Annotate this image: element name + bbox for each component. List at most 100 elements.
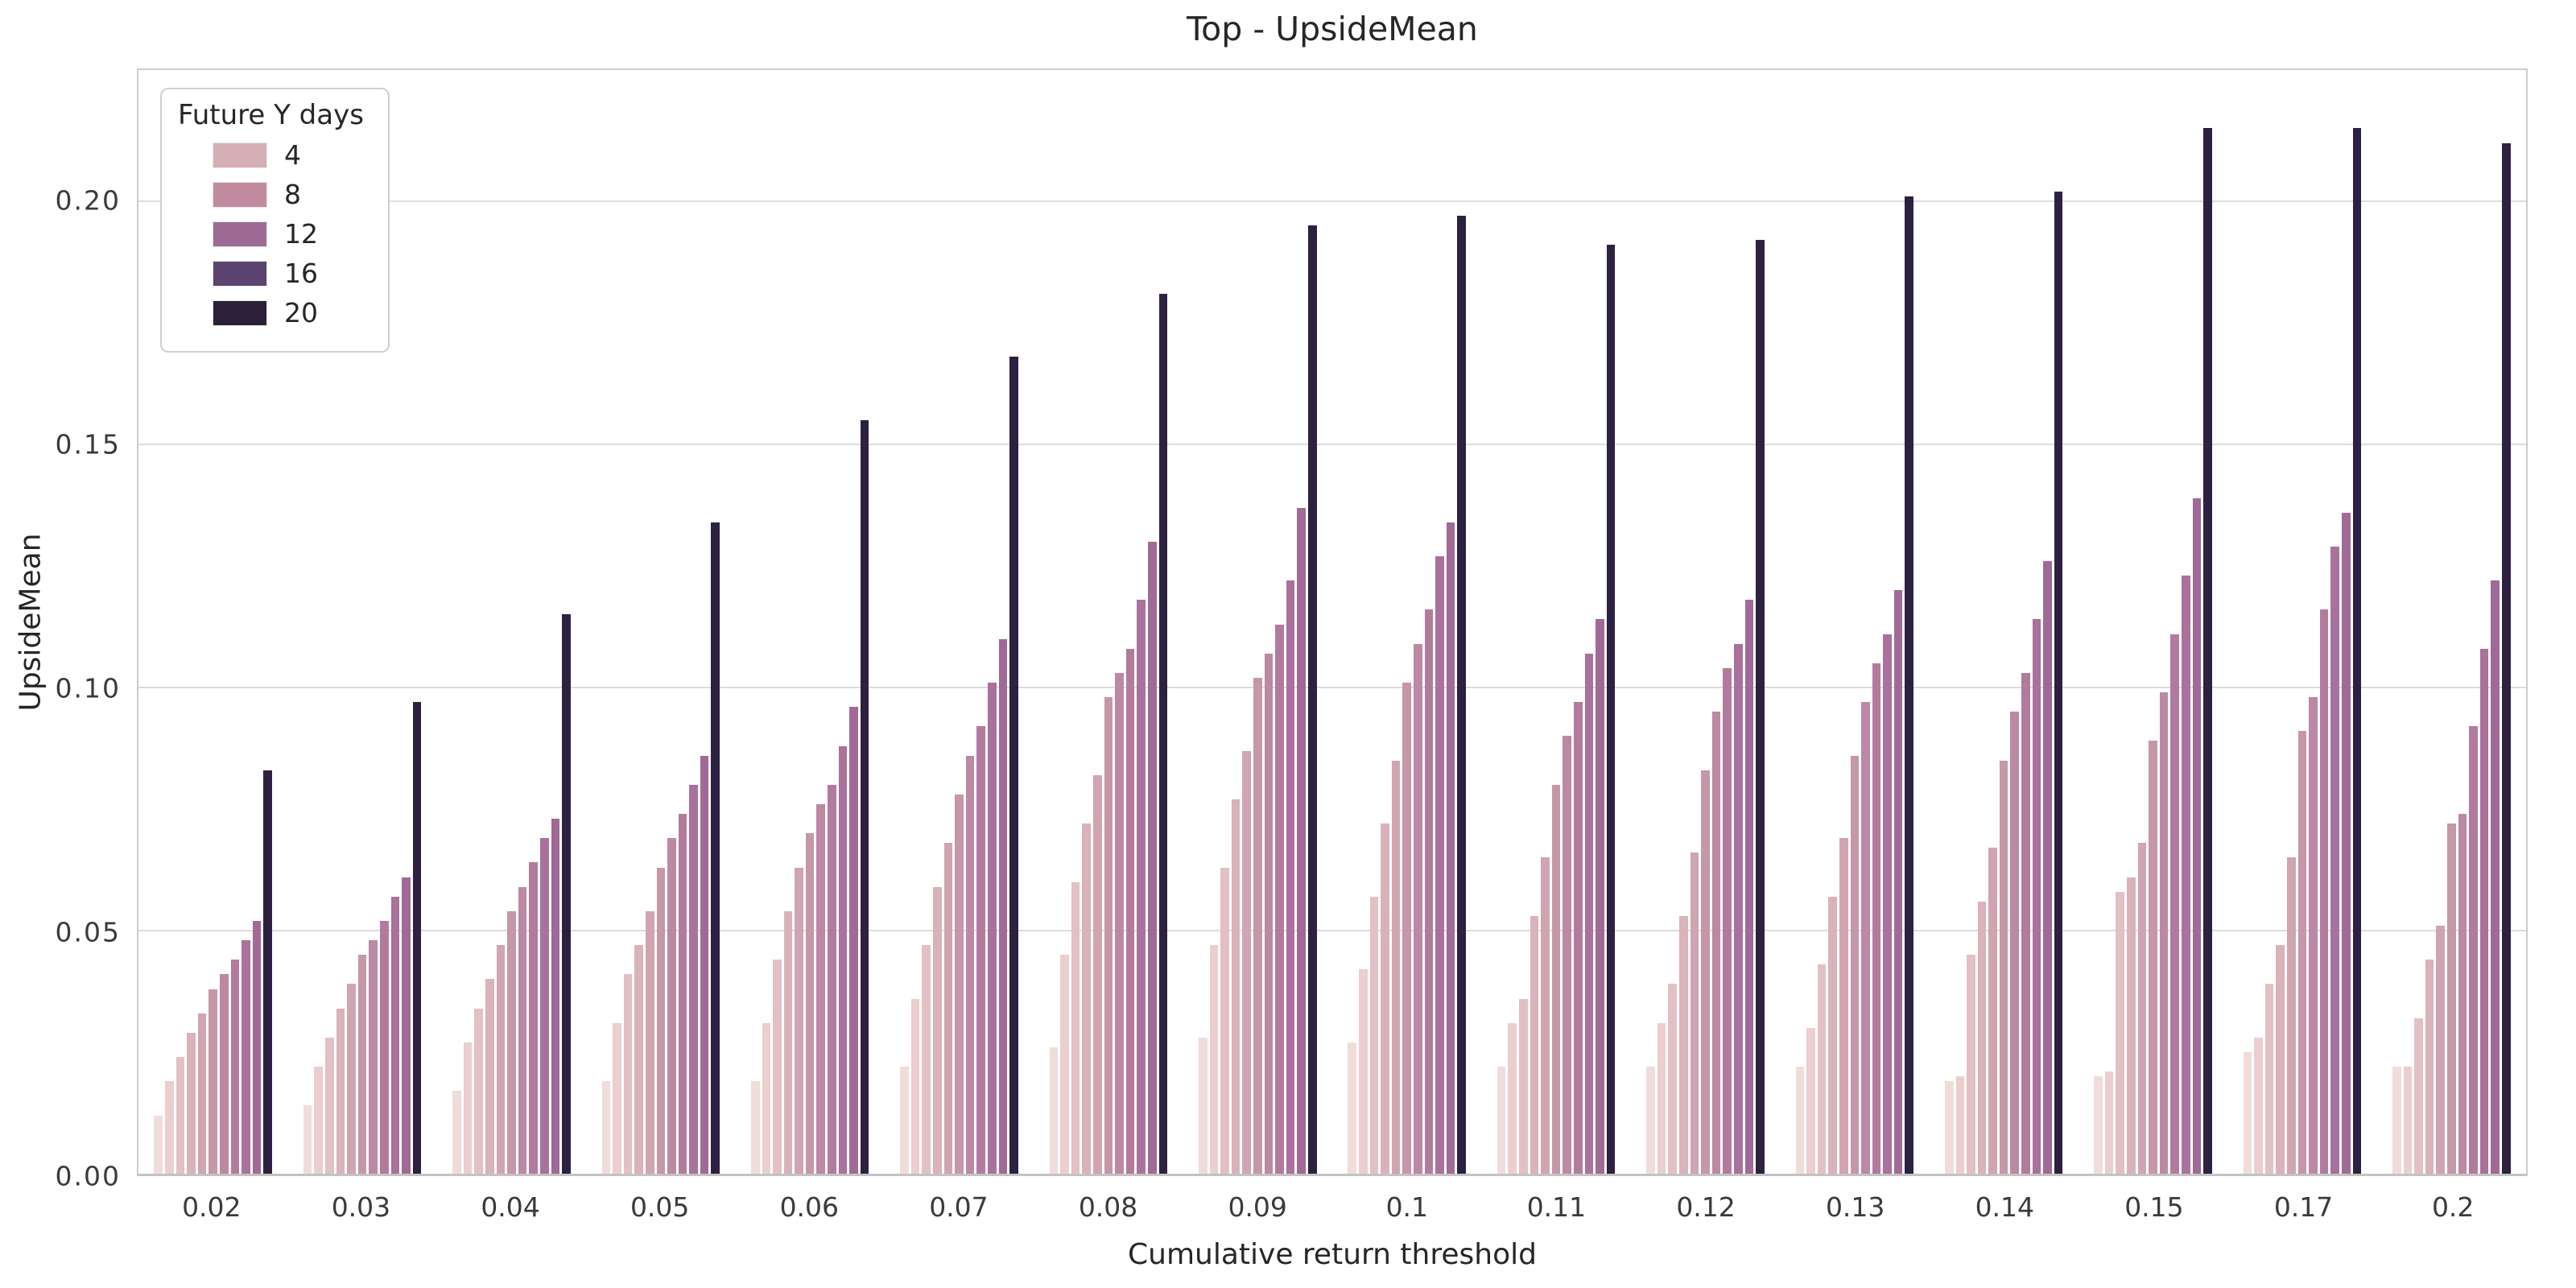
bar [922, 945, 931, 1174]
bar [2425, 960, 2434, 1174]
bar [2243, 1052, 2252, 1174]
bar [900, 1067, 909, 1174]
bar [252, 920, 262, 1174]
bar [2182, 576, 2190, 1174]
legend-swatch [213, 142, 267, 168]
bar [1264, 653, 1274, 1174]
bar [2287, 857, 2296, 1174]
bar [1893, 590, 1903, 1174]
bar [1828, 896, 1837, 1174]
bar [562, 614, 571, 1174]
bar [154, 1115, 163, 1174]
bar [1275, 624, 1284, 1174]
bar [2458, 814, 2467, 1174]
bar [2264, 984, 2274, 1174]
bar [1795, 1067, 1805, 1174]
bar [1071, 881, 1080, 1174]
legend-row: 4 [213, 139, 364, 171]
legend-box: Future Y days 4 8 12 16 20 [160, 88, 390, 353]
bar [518, 886, 527, 1174]
bars-layer [138, 70, 2526, 1174]
x-tick-label: 0.08 [1078, 1191, 1138, 1223]
legend-row: 12 [213, 218, 364, 250]
bar [452, 1091, 461, 1174]
bar [1606, 245, 1616, 1174]
bar [828, 784, 836, 1174]
bar [474, 1008, 483, 1174]
bar [208, 989, 217, 1174]
gridline [138, 930, 2526, 932]
bar [1861, 702, 1870, 1174]
bar [1596, 619, 1604, 1174]
legend-label: 8 [284, 179, 301, 210]
bar [1457, 216, 1466, 1174]
y-tick-label: 0.20 [55, 184, 121, 217]
legend-label: 4 [284, 139, 301, 171]
x-tick-label: 0.2 [2431, 1191, 2475, 1223]
bar [242, 940, 250, 1174]
bar [402, 877, 411, 1174]
bar [2159, 692, 2169, 1174]
legend-swatch [213, 181, 267, 208]
bar [2403, 1067, 2413, 1174]
bar [197, 1013, 207, 1174]
bar [998, 638, 1008, 1174]
bar [1381, 824, 1389, 1174]
y-tick-label: 0.05 [55, 916, 121, 948]
bar [1518, 998, 1528, 1174]
bar-group-0.14 [1930, 70, 2079, 1174]
bar [1905, 196, 1914, 1174]
bar [2137, 843, 2147, 1174]
gridline [138, 687, 2526, 689]
bar [933, 886, 942, 1174]
bar [357, 955, 367, 1174]
bar-group-0.03 [287, 70, 436, 1174]
bar [988, 683, 997, 1174]
bar [1435, 555, 1444, 1174]
x-tick-label: 0.04 [481, 1191, 540, 1223]
bar [1872, 663, 1881, 1174]
bar [1573, 702, 1583, 1174]
bar [1231, 799, 1241, 1174]
bar [2436, 925, 2446, 1174]
bar [1104, 697, 1113, 1174]
bar [2170, 634, 2180, 1174]
bar [1883, 634, 1892, 1174]
x-tick-label: 0.1 [1385, 1191, 1429, 1223]
bar [165, 1081, 174, 1174]
bar [838, 745, 848, 1174]
bar [1530, 915, 1539, 1174]
bar [1137, 600, 1146, 1174]
bar [390, 896, 400, 1174]
bar [1220, 867, 1229, 1174]
x-tick-label: 0.07 [929, 1191, 989, 1223]
bar [1496, 1067, 1506, 1174]
bar [1148, 541, 1157, 1174]
bar [1253, 677, 1262, 1174]
bar [2414, 1018, 2423, 1174]
bar [2116, 891, 2125, 1174]
bar [750, 1081, 760, 1174]
bar [2104, 1071, 2114, 1174]
bar [1817, 964, 1827, 1174]
bar [795, 867, 803, 1174]
bar [1646, 1067, 1655, 1174]
bar [1690, 852, 1699, 1174]
bar [860, 419, 869, 1174]
x-tick-label: 0.14 [1975, 1191, 2035, 1223]
bar [485, 979, 494, 1174]
bar [1999, 760, 2008, 1174]
bar [1977, 901, 1987, 1174]
bar [230, 960, 240, 1174]
legend-row: 20 [213, 297, 364, 328]
bar [2094, 1076, 2103, 1174]
bar [2054, 192, 2063, 1174]
bar [2330, 546, 2340, 1174]
bar-group-0.15 [2079, 70, 2227, 1174]
bar [263, 770, 272, 1174]
bar-group-0.07 [885, 70, 1034, 1174]
bar [347, 984, 356, 1174]
y-tick-label: 0.10 [55, 672, 121, 704]
bar-group-0.05 [586, 70, 735, 1174]
x-axis-label: Cumulative return threshold [1128, 1238, 1537, 1271]
